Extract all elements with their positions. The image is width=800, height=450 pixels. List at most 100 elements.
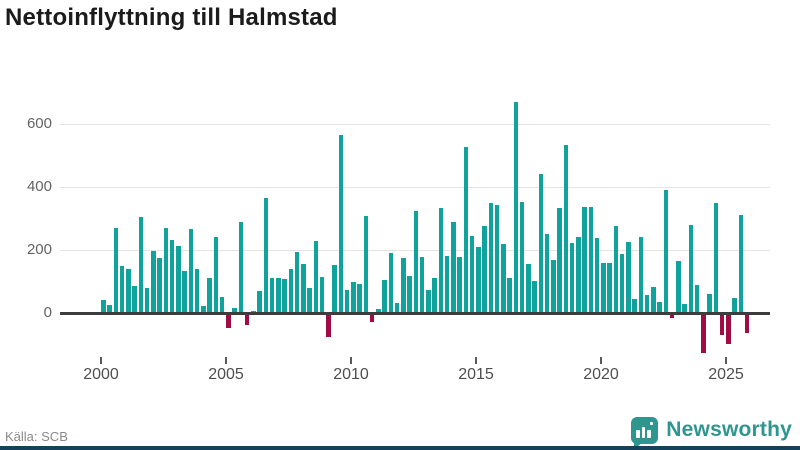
bar-positive: [313, 240, 319, 313]
gridline-400: [60, 187, 770, 188]
bar-positive: [263, 198, 269, 313]
y-axis-label: 0: [43, 304, 52, 321]
bar-positive: [438, 207, 444, 313]
bar-positive: [463, 147, 469, 313]
bar-positive: [238, 221, 244, 313]
y-axis-label: 400: [26, 178, 52, 195]
bar-positive: [363, 215, 369, 313]
newsworthy-logo-icon: [631, 416, 659, 449]
bar-positive: [319, 277, 325, 313]
bar-positive: [469, 236, 475, 313]
bar-positive: [188, 228, 194, 313]
bar-positive: [501, 244, 506, 313]
bar-positive: [126, 268, 131, 313]
bar-positive: [607, 263, 612, 313]
x-tick: [350, 357, 352, 364]
bar-positive: [488, 203, 494, 313]
bar-positive: [376, 308, 381, 313]
bar-positive: [444, 255, 450, 313]
bar-positive: [288, 268, 294, 313]
bar-positive: [582, 207, 587, 313]
bar-positive: [551, 260, 556, 313]
bar-negative: [669, 315, 675, 319]
bar-negative: [726, 315, 731, 344]
bar-positive: [707, 294, 712, 313]
bar-positive: [507, 277, 512, 313]
bar-positive: [663, 190, 669, 313]
bar-positive: [482, 226, 487, 313]
bar-positive: [638, 236, 644, 313]
bar-positive: [544, 233, 550, 313]
bar-positive: [107, 304, 112, 313]
bar-positive: [332, 265, 337, 313]
y-axis-label: 600: [26, 115, 52, 132]
bar-positive: [426, 290, 431, 313]
bar-positive: [738, 215, 744, 313]
bar-positive: [619, 253, 625, 313]
bar-positive: [626, 242, 631, 313]
source-credit: Källa: SCB: [5, 429, 68, 444]
bar-positive: [432, 277, 437, 313]
bar-positive: [144, 288, 150, 313]
bar-positive: [207, 278, 212, 313]
zero-axis-line: [60, 312, 770, 315]
bar-positive: [307, 288, 312, 313]
bar-positive: [132, 286, 137, 313]
chart-title: Nettoinflyttning till Halmstad: [5, 4, 338, 31]
bar-positive: [382, 279, 387, 313]
bar-positive: [644, 294, 650, 313]
x-axis-label: 2020: [583, 366, 619, 383]
bar-positive: [676, 260, 681, 313]
bar-positive: [413, 210, 419, 313]
bar-positive: [513, 101, 519, 313]
bar-positive: [301, 263, 306, 313]
x-axis-label: 2010: [333, 366, 369, 383]
newsworthy-logo-text: Newsworthy: [666, 418, 792, 441]
bar-positive: [557, 208, 562, 313]
x-tick: [475, 357, 477, 364]
bar-positive: [632, 298, 637, 313]
bar-positive: [732, 297, 737, 313]
x-axis-label: 2000: [83, 366, 119, 383]
bar-negative: [244, 315, 250, 326]
bar-positive: [194, 268, 200, 313]
bar-positive: [269, 277, 275, 313]
x-tick: [225, 357, 227, 364]
bar-positive: [457, 256, 462, 313]
bar-positive: [569, 242, 575, 313]
bar-negative: [719, 315, 725, 335]
bar-positive: [651, 287, 656, 313]
bar-positive: [357, 283, 362, 313]
bar-positive: [682, 304, 687, 313]
bar-positive: [257, 290, 262, 313]
bar-positive: [588, 206, 594, 313]
bar-positive: [419, 256, 425, 313]
bottom-accent-strip: [0, 446, 800, 450]
bar-negative: [744, 315, 750, 333]
bar-positive: [494, 204, 500, 313]
bar-positive: [101, 300, 106, 313]
bar-positive: [338, 135, 344, 313]
bar-positive: [694, 284, 700, 313]
bar-negative: [326, 315, 331, 338]
x-tick: [600, 357, 602, 364]
x-tick: [100, 357, 102, 364]
bar-positive: [394, 302, 400, 313]
bar-positive: [688, 224, 694, 313]
bar-positive: [713, 203, 719, 313]
bar-positive: [594, 237, 600, 313]
bar-positive: [182, 270, 187, 313]
plot-area: 2000 2005 2010 2015 2020 2025: [60, 95, 770, 385]
bar-positive: [344, 290, 350, 313]
bar-positive: [407, 275, 412, 313]
bar-positive: [538, 174, 544, 313]
bar-negative: [369, 315, 375, 322]
bar-positive: [138, 216, 144, 313]
bar-positive: [476, 247, 481, 313]
x-axis-label: 2005: [208, 366, 244, 383]
bar-positive: [351, 282, 356, 313]
bar-positive: [201, 305, 206, 313]
newsworthy-logo: Newsworthy: [631, 415, 792, 449]
bar-positive: [119, 266, 125, 313]
bar-positive: [613, 225, 619, 313]
